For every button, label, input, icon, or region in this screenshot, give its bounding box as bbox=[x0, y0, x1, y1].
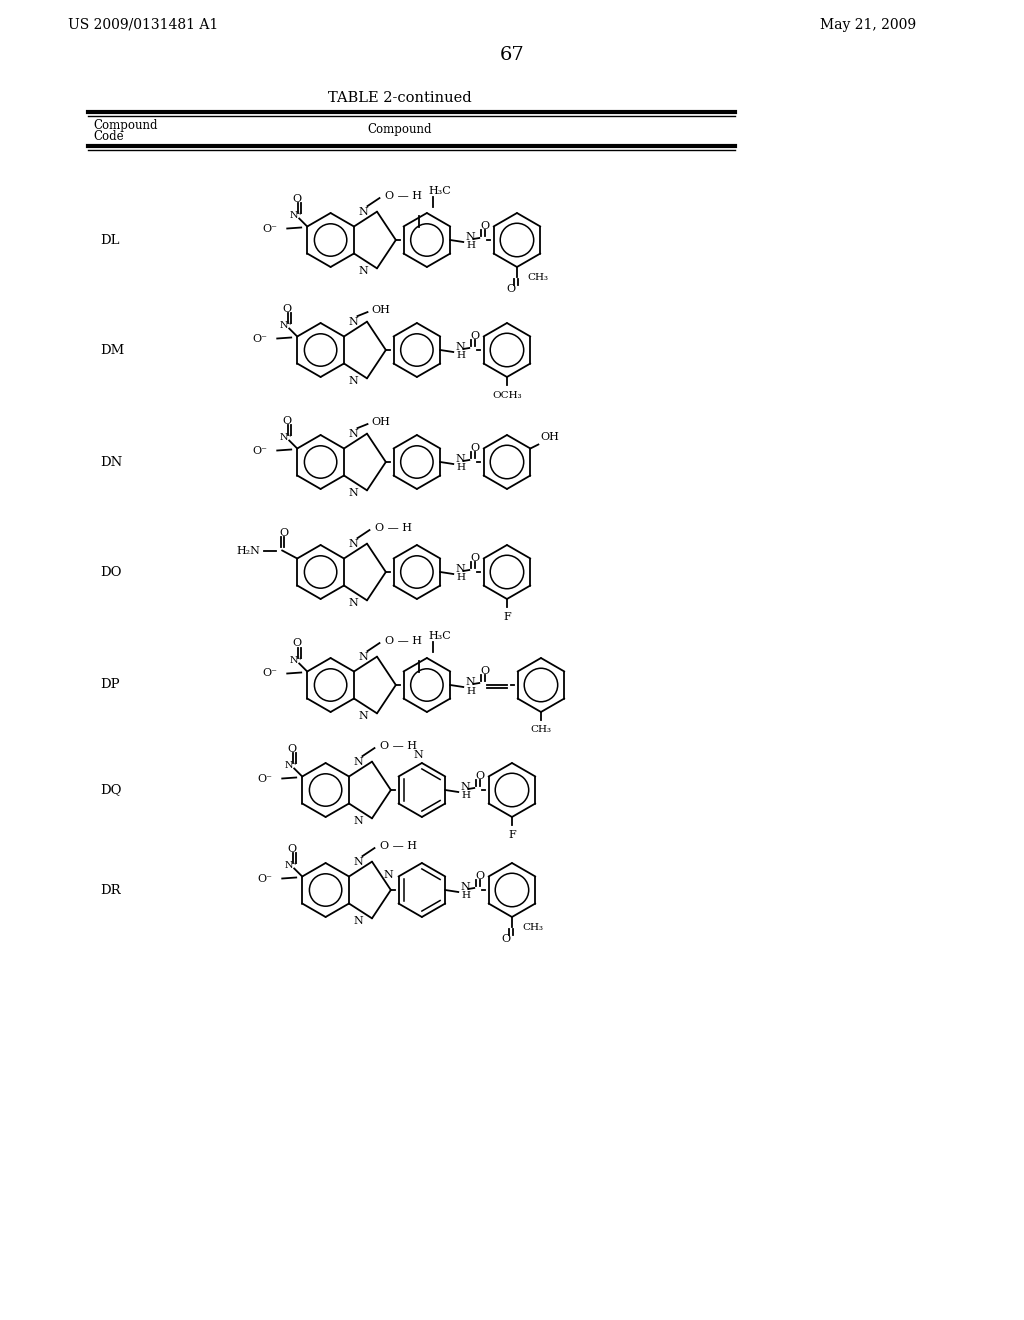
Text: OH: OH bbox=[541, 432, 559, 441]
Text: N: N bbox=[348, 598, 358, 609]
Text: N: N bbox=[465, 677, 475, 686]
Text: H: H bbox=[466, 686, 475, 696]
Text: O: O bbox=[283, 416, 292, 425]
Text: O: O bbox=[471, 553, 480, 564]
Text: O⁻: O⁻ bbox=[262, 223, 278, 234]
Text: N: N bbox=[460, 882, 470, 892]
Text: Compound: Compound bbox=[368, 124, 432, 136]
Text: N: N bbox=[348, 488, 358, 498]
Text: O⁻: O⁻ bbox=[257, 874, 272, 883]
Text: H₃C: H₃C bbox=[429, 631, 452, 642]
Text: N: N bbox=[456, 342, 465, 352]
Text: N: N bbox=[413, 750, 423, 760]
Text: CH₃: CH₃ bbox=[522, 923, 543, 932]
Text: F: F bbox=[508, 830, 516, 840]
Text: O: O bbox=[288, 743, 297, 754]
Text: N: N bbox=[348, 317, 358, 327]
Text: N⁺: N⁺ bbox=[285, 762, 298, 770]
Text: N: N bbox=[358, 265, 369, 276]
Text: N⁺: N⁺ bbox=[290, 656, 303, 665]
Text: O: O bbox=[507, 284, 515, 294]
Text: OH: OH bbox=[372, 305, 390, 315]
Text: H: H bbox=[461, 792, 470, 800]
Text: H₂N: H₂N bbox=[237, 545, 260, 556]
Text: F: F bbox=[503, 612, 511, 622]
Text: DR: DR bbox=[100, 883, 121, 896]
Text: N: N bbox=[456, 564, 465, 574]
Text: N⁺: N⁺ bbox=[280, 433, 293, 442]
Text: CH₃: CH₃ bbox=[527, 272, 548, 281]
Text: O: O bbox=[480, 667, 489, 676]
Text: O: O bbox=[293, 194, 302, 203]
Text: CH₃: CH₃ bbox=[530, 726, 552, 734]
Text: O — H: O — H bbox=[385, 636, 423, 645]
Text: O: O bbox=[476, 771, 484, 781]
Text: N: N bbox=[358, 207, 369, 216]
Text: N: N bbox=[348, 429, 358, 440]
Text: N⁺: N⁺ bbox=[290, 211, 303, 220]
Text: DN: DN bbox=[100, 455, 122, 469]
Text: N: N bbox=[353, 916, 364, 925]
Text: 67: 67 bbox=[500, 46, 524, 63]
Text: N: N bbox=[353, 758, 364, 767]
Text: O: O bbox=[471, 331, 480, 341]
Text: O: O bbox=[476, 871, 484, 880]
Text: O: O bbox=[280, 528, 289, 537]
Text: OCH₃: OCH₃ bbox=[493, 391, 522, 400]
Text: O⁻: O⁻ bbox=[257, 774, 272, 784]
Text: H: H bbox=[461, 891, 470, 900]
Text: Code: Code bbox=[93, 129, 124, 143]
Text: DQ: DQ bbox=[100, 784, 122, 796]
Text: DP: DP bbox=[100, 678, 120, 692]
Text: O: O bbox=[480, 220, 489, 231]
Text: N: N bbox=[456, 454, 465, 465]
Text: Compound: Compound bbox=[93, 119, 158, 132]
Text: H: H bbox=[457, 351, 465, 360]
Text: H: H bbox=[457, 573, 465, 582]
Text: N: N bbox=[465, 232, 475, 242]
Text: O⁻: O⁻ bbox=[252, 334, 267, 343]
Text: O⁻: O⁻ bbox=[252, 446, 267, 455]
Text: H: H bbox=[466, 242, 475, 251]
Text: H₃C: H₃C bbox=[429, 186, 452, 195]
Text: N: N bbox=[348, 376, 358, 385]
Text: O⁻: O⁻ bbox=[262, 668, 278, 678]
Text: N: N bbox=[353, 816, 364, 826]
Text: DO: DO bbox=[100, 565, 122, 578]
Text: O — H: O — H bbox=[376, 523, 413, 533]
Text: US 2009/0131481 A1: US 2009/0131481 A1 bbox=[68, 18, 218, 32]
Text: N: N bbox=[358, 652, 369, 663]
Text: O — H: O — H bbox=[381, 841, 418, 851]
Text: TABLE 2-continued: TABLE 2-continued bbox=[328, 91, 472, 106]
Text: N: N bbox=[353, 857, 364, 867]
Text: DL: DL bbox=[100, 234, 120, 247]
Text: O: O bbox=[288, 843, 297, 854]
Text: O — H: O — H bbox=[381, 741, 418, 751]
Text: N: N bbox=[384, 870, 393, 879]
Text: N: N bbox=[460, 781, 470, 792]
Text: O — H: O — H bbox=[385, 191, 423, 201]
Text: O: O bbox=[283, 304, 292, 314]
Text: O: O bbox=[471, 444, 480, 453]
Text: O: O bbox=[502, 935, 511, 944]
Text: May 21, 2009: May 21, 2009 bbox=[820, 18, 916, 32]
Text: N⁺: N⁺ bbox=[285, 861, 298, 870]
Text: OH: OH bbox=[372, 417, 390, 428]
Text: H: H bbox=[457, 463, 465, 473]
Text: N: N bbox=[358, 711, 369, 721]
Text: N: N bbox=[348, 539, 358, 549]
Text: O: O bbox=[293, 639, 302, 648]
Text: DM: DM bbox=[100, 343, 124, 356]
Text: N⁺: N⁺ bbox=[280, 321, 293, 330]
